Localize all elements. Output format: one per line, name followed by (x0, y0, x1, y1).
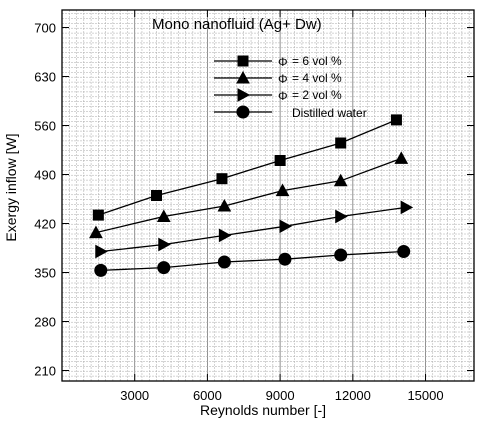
x-tick-label: 9000 (266, 388, 295, 403)
series-3 (95, 200, 414, 259)
legend-phi: Φ (278, 89, 288, 103)
series-line (95, 157, 402, 234)
axis-ticks: 3000 6000 9000 12000 15000 210 280 350 420 490 560… (34, 10, 474, 403)
data-point (335, 209, 348, 224)
data-point (278, 252, 292, 266)
legend-label: Distilled water (292, 106, 367, 120)
x-axis-title: Reynolds number [-] (200, 402, 326, 418)
y-tick-label: 700 (34, 21, 56, 36)
data-point (397, 245, 411, 258)
y-tick-label: 490 (34, 168, 56, 183)
data-point (218, 228, 232, 243)
series-line (100, 206, 407, 253)
legend: Φ = 6 vol % Φ = 4 vol % Φ = 2 vol % Distilled … (214, 54, 367, 120)
series-layer (89, 114, 414, 277)
grid (62, 10, 474, 381)
data-point (158, 237, 171, 252)
x-tick-label: 6000 (193, 388, 222, 403)
data-point (390, 114, 402, 126)
data-point (275, 183, 290, 197)
legend-label: = 4 vol % (292, 71, 342, 85)
data-point (95, 244, 108, 259)
legend-marker (237, 55, 249, 67)
series-line (98, 119, 397, 216)
data-point (335, 137, 347, 149)
data-point (94, 263, 108, 277)
data-point (217, 198, 232, 212)
legend-phi: Φ (278, 55, 288, 69)
x-tick-label: 3000 (120, 388, 149, 403)
legend-marker (236, 105, 250, 119)
y-tick-label: 350 (34, 266, 56, 281)
data-point (333, 173, 348, 187)
y-tick-label: 630 (34, 70, 56, 85)
series-1 (92, 114, 402, 221)
data-point (157, 261, 171, 275)
data-point (216, 173, 228, 185)
legend-label: = 2 vol % (292, 88, 342, 102)
legend-marker (236, 70, 250, 84)
legend-item: Φ = 4 vol % (214, 70, 342, 86)
series-2 (89, 151, 409, 239)
x-tick-label: 15000 (407, 388, 443, 403)
data-point (279, 219, 293, 234)
data-point (394, 151, 409, 164)
y-tick-label: 420 (34, 217, 56, 232)
data-point (89, 225, 103, 239)
legend-label: = 6 vol % (292, 54, 342, 68)
y-tick-label: 210 (34, 364, 56, 379)
legend-item: Φ = 2 vol % (214, 88, 342, 103)
chart-title: Mono nanofluid (Ag+ Dw) (152, 16, 322, 33)
data-point (151, 190, 163, 201)
data-point (400, 200, 414, 215)
data-point (92, 209, 104, 221)
series-line (100, 250, 404, 272)
data-point (156, 209, 171, 222)
y-axis-title: Exergy inflow [W] (3, 133, 19, 241)
legend-item: Distilled water (214, 105, 367, 120)
legend-marker (237, 88, 251, 102)
plot-frame (61, 9, 475, 382)
series-4 (94, 245, 411, 277)
y-tick-label: 280 (34, 315, 56, 330)
legend-item: Φ = 6 vol % (214, 54, 342, 69)
legend-phi: Φ (278, 72, 288, 86)
y-tick-label: 560 (34, 119, 56, 134)
data-point (274, 155, 286, 166)
data-point (217, 255, 231, 269)
x-tick-label: 12000 (335, 388, 371, 403)
data-point (334, 248, 348, 262)
